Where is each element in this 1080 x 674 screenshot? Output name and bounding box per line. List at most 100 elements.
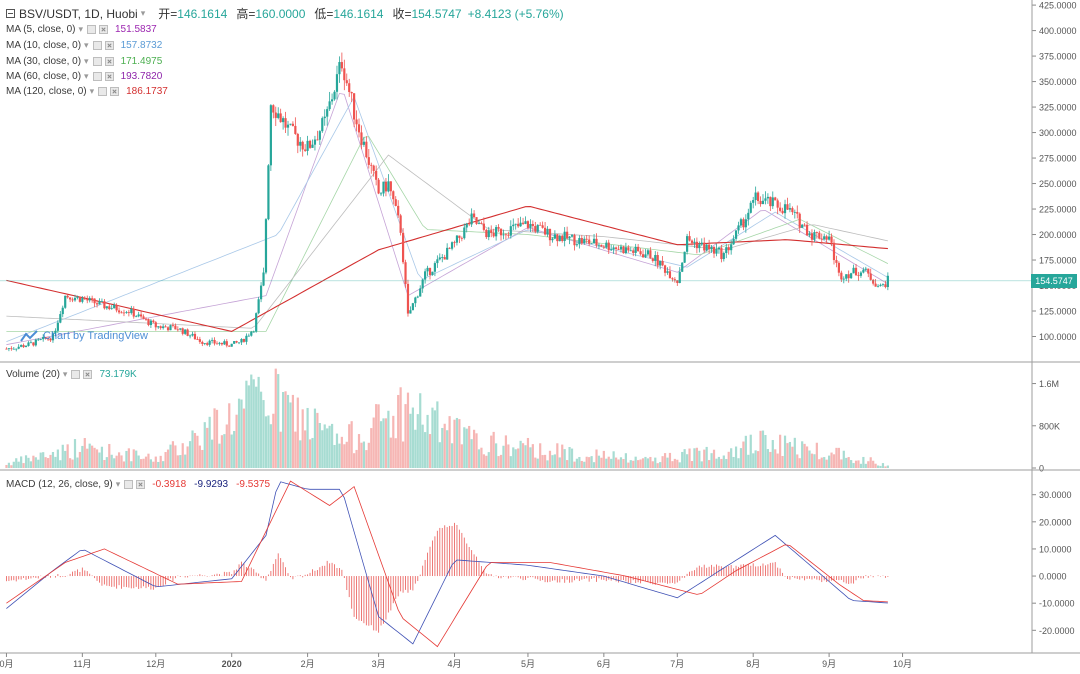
volume-bar [546, 460, 549, 468]
candle-body [472, 213, 476, 218]
candle-body [742, 219, 745, 228]
volume-bar [737, 458, 740, 468]
settings-icon[interactable] [87, 25, 96, 34]
candle-body [823, 236, 826, 240]
candle-body [575, 244, 579, 246]
chevron-down-icon[interactable]: ▾ [62, 369, 68, 379]
volume-bar [206, 427, 209, 468]
candle-body [732, 238, 735, 245]
collapse-icon[interactable] [6, 9, 15, 18]
candle-body [424, 271, 427, 280]
price-tick-label: 375.0000 [1039, 52, 1077, 62]
candle-body [693, 241, 696, 243]
settings-icon[interactable] [71, 370, 81, 379]
volume-bar [820, 457, 823, 468]
candle-body [468, 223, 471, 225]
candle-body [409, 310, 412, 314]
candle-body [166, 327, 170, 331]
candle-body [805, 224, 809, 236]
tradingview-watermark[interactable]: Chart by TradingView [20, 330, 148, 342]
close-icon[interactable] [104, 41, 114, 50]
volume-bar [416, 414, 419, 468]
volume-bar [798, 458, 801, 468]
volume-bar [874, 463, 877, 468]
volume-bar [108, 443, 111, 468]
candle-body [54, 330, 57, 334]
volume-bar [578, 456, 581, 468]
macd-hist-value: -0.3918 [152, 479, 187, 490]
chevron-down-icon[interactable]: ▾ [84, 56, 89, 66]
chevron-down-icon[interactable]: ▾ [115, 479, 121, 489]
settings-icon[interactable] [98, 87, 108, 96]
chevron-down-icon[interactable]: ▾ [84, 71, 89, 81]
candle-body [98, 301, 101, 305]
candle-body [387, 181, 390, 192]
volume-bar [237, 398, 241, 468]
candle-body [531, 223, 534, 227]
close-icon[interactable] [104, 57, 114, 66]
chevron-down-icon[interactable]: ▾ [89, 86, 95, 96]
volume-bar [710, 453, 713, 468]
close-icon[interactable] [136, 480, 146, 489]
chevron-down-icon[interactable]: ▾ [78, 24, 83, 34]
candle-body [330, 99, 334, 102]
volume-bar [551, 455, 554, 468]
candle-body [282, 118, 285, 123]
close-icon[interactable] [110, 87, 120, 96]
volume-bar [644, 456, 647, 468]
candle-body [15, 348, 18, 350]
macd-lines [6, 480, 888, 648]
close-icon[interactable] [83, 370, 93, 379]
candle-body [730, 244, 733, 251]
candle-body [311, 144, 314, 148]
candle-body [225, 341, 228, 346]
candle-body [274, 112, 277, 118]
volume-bar [286, 394, 290, 468]
volume-bar [698, 450, 701, 468]
volume-bar [122, 461, 126, 468]
volume-bar [622, 459, 625, 468]
candle-body [5, 348, 8, 350]
settings-icon[interactable] [92, 41, 102, 50]
close-icon[interactable] [104, 72, 114, 81]
chevron-down-icon[interactable]: ▾ [84, 40, 89, 50]
volume-bar [715, 458, 718, 468]
candle-body [294, 125, 297, 134]
volume-bar [639, 459, 642, 468]
candle-body [392, 191, 395, 200]
volume-bar [857, 460, 860, 468]
volume-bar [666, 457, 669, 468]
ma30-line [6, 136, 889, 332]
volume-bar [259, 391, 263, 468]
volume-bar [255, 386, 258, 468]
volume-bar [605, 458, 608, 468]
candle-body [113, 304, 116, 309]
candle-body [592, 238, 596, 244]
close-icon[interactable] [99, 25, 108, 34]
candle-body [759, 201, 762, 205]
ma120-value: 186.1737 [126, 86, 168, 97]
volume-bar [321, 430, 324, 468]
volume-bar [115, 455, 118, 468]
candle-body [637, 246, 640, 252]
macd-tick-label: 20.0000 [1039, 517, 1072, 527]
settings-icon[interactable] [92, 57, 102, 66]
chevron-down-icon[interactable]: ▾ [140, 8, 146, 18]
settings-icon[interactable] [92, 72, 102, 81]
volume-value: 73.179K [99, 369, 137, 380]
volume-bar [252, 379, 255, 468]
candle-body [289, 123, 292, 125]
volume-bar [338, 443, 341, 468]
candle-body [223, 341, 226, 345]
candle-body [830, 236, 833, 243]
volume-bar [585, 456, 588, 468]
volume-bar [561, 444, 564, 468]
volume-bar [294, 431, 297, 468]
volume-bar [619, 457, 623, 468]
candle-body [703, 242, 706, 251]
settings-icon[interactable] [124, 480, 134, 489]
candle-body [791, 208, 794, 213]
volume-bar [534, 457, 537, 468]
candle-body [886, 275, 889, 288]
